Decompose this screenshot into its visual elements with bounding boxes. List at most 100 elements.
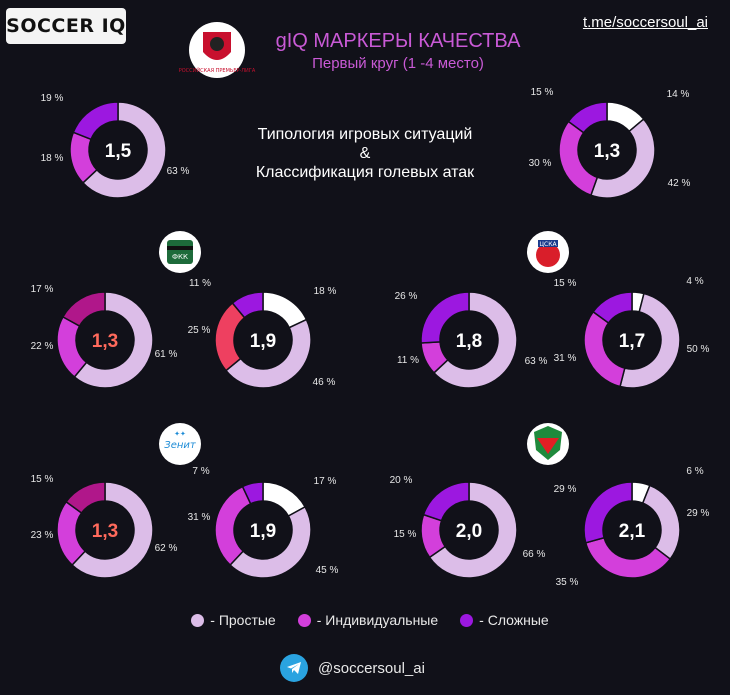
donut-slice — [71, 481, 154, 579]
donut-slice — [229, 505, 312, 579]
slice-percent-label: 19 % — [41, 93, 64, 104]
donut-chart: 14 % 42 % 30 % 15 % 1,3 — [529, 87, 691, 199]
donut-slice — [567, 101, 608, 134]
krasnodar-crest-icon: ФКК — [159, 231, 201, 273]
slice-percent-label: 35 % — [556, 577, 579, 588]
footer-handle[interactable]: @soccersoul_ai — [318, 659, 425, 677]
footer: @soccersoul_ai — [280, 650, 450, 686]
donut-slice — [422, 481, 470, 522]
slice-percent-label: 23 % — [31, 530, 54, 541]
lokomotiv-crest-icon — [527, 423, 569, 465]
slice-percent-label: 45 % — [316, 565, 339, 576]
slice-percent-label: 42 % — [668, 178, 691, 189]
soccer-iq-logo: SOCCER IQ — [6, 8, 126, 44]
donut-slice — [72, 101, 119, 141]
donut-slice — [428, 481, 518, 579]
donut-slice — [558, 120, 599, 197]
slice-percent-label: 26 % — [395, 291, 418, 302]
donut-chart: 63 % 11 % 26 % 1,8 — [395, 291, 548, 389]
legend-label-complex: - Сложные — [479, 612, 549, 628]
donut-chart: 66 % 15 % 20 % 2,0 — [390, 475, 546, 579]
krasnodar-crest-text: ФКК — [172, 253, 188, 261]
slice-percent-label: 62 % — [155, 543, 178, 554]
slice-percent-label: 20 % — [390, 475, 413, 486]
telegram-icon[interactable] — [280, 654, 308, 682]
typology-line-2: & — [359, 145, 371, 162]
legend-label-simple: - Простые — [210, 612, 276, 628]
donut-chart: 4 % 50 % 31 % 15 % 1,7 — [554, 276, 710, 389]
slice-percent-label: 17 % — [314, 476, 337, 487]
cska-crest-text: ЦСКА — [539, 241, 557, 248]
donut-slice — [224, 318, 312, 389]
donut-chart: 63 % 18 % 19 % 1,5 — [41, 93, 190, 199]
donut-chart: 17 % 45 % 31 % 7 % 1,9 — [188, 466, 339, 579]
donut-slice — [231, 291, 264, 319]
svg-text:✦✦: ✦✦ — [174, 430, 186, 438]
donut-chart: 61 % 22 % 17 % 1,3 — [31, 284, 178, 389]
donut-slice — [241, 481, 264, 505]
donut-slice — [61, 291, 106, 328]
page-subtitle: Первый круг (1 -4 место) — [312, 55, 484, 72]
legend: - Простые - Индивидуальные - Сложные — [160, 612, 580, 628]
zenit-crest-text: Зенит — [164, 440, 197, 451]
donut-center-value: 1,3 — [92, 331, 118, 352]
slice-percent-label: 30 % — [529, 158, 552, 169]
slice-percent-label: 63 % — [525, 356, 548, 367]
slice-percent-label: 15 % — [531, 87, 554, 98]
rpl-badge-icon: РОССИЙСКАЯ ПРЕМЬЕР-ЛИГА — [179, 22, 256, 78]
donut-chart: 18 % 46 % 25 % 11 % 1,9 — [188, 278, 337, 389]
legend-swatch-complex — [460, 613, 474, 627]
slice-percent-label: 22 % — [31, 341, 54, 352]
donut-center-value: 1,3 — [92, 521, 118, 542]
donut-slice — [641, 484, 681, 561]
slice-percent-label: 25 % — [188, 325, 211, 336]
donut-center-value: 1,3 — [594, 141, 620, 162]
donut-slice — [619, 292, 681, 389]
slice-percent-label: 17 % — [31, 284, 54, 295]
slice-percent-label: 7 % — [192, 466, 209, 477]
slice-percent-label: 61 % — [155, 349, 178, 360]
legend-label-individual: - Индивидуальные — [316, 612, 439, 628]
slice-percent-label: 14 % — [667, 89, 690, 100]
donut-center-value: 2,1 — [619, 521, 646, 542]
donut-slice — [81, 101, 167, 199]
slice-percent-label: 11 % — [189, 278, 211, 289]
donut-center-value: 1,9 — [250, 331, 276, 352]
legend-item-complex: - Сложные — [460, 612, 549, 628]
slice-percent-label: 46 % — [313, 377, 336, 388]
donut-slice — [73, 291, 154, 389]
slice-percent-label: 11 % — [397, 355, 419, 366]
donut-center-value: 1,5 — [105, 141, 132, 162]
donut-slice — [65, 481, 106, 515]
donut-chart: 62 % 23 % 15 % 1,3 — [31, 474, 178, 579]
donut-slice — [592, 291, 633, 325]
donut-chart: 6 % 29 % 35 % 29 % 2,1 — [554, 466, 710, 588]
slice-percent-label: 15 % — [394, 529, 417, 540]
rpl-badge-text: РОССИЙСКАЯ ПРЕМЬЕР-ЛИГА — [179, 67, 256, 74]
slice-percent-label: 66 % — [523, 549, 546, 560]
donut-slice — [583, 481, 633, 544]
legend-item-individual: - Индивидуальные — [297, 612, 439, 628]
slice-percent-label: 31 % — [554, 353, 577, 364]
typology-line-1: Типология игровых ситуаций — [257, 126, 473, 143]
slice-percent-label: 18 % — [41, 153, 64, 164]
legend-swatch-simple — [191, 613, 205, 627]
slice-percent-label: 31 % — [188, 512, 211, 523]
donut-slice — [432, 291, 518, 389]
donut-center-value: 1,7 — [619, 331, 645, 352]
typology-caption: Типология игровых ситуаций & Классификац… — [215, 125, 515, 182]
donut-center-value: 2,0 — [456, 521, 482, 542]
slice-percent-label: 63 % — [167, 166, 190, 177]
donut-slice — [589, 118, 656, 199]
channel-link[interactable]: t.me/soccersoul_ai — [582, 14, 708, 31]
donut-slice — [56, 315, 88, 379]
slice-percent-label: 50 % — [687, 344, 710, 355]
legend-item-simple: - Простые — [191, 612, 276, 628]
slice-percent-label: 4 % — [686, 276, 703, 287]
slice-percent-label: 6 % — [686, 466, 703, 477]
legend-swatch-individual — [297, 613, 311, 627]
slice-percent-label: 18 % — [314, 286, 337, 297]
donut-center-value: 1,9 — [250, 521, 276, 542]
